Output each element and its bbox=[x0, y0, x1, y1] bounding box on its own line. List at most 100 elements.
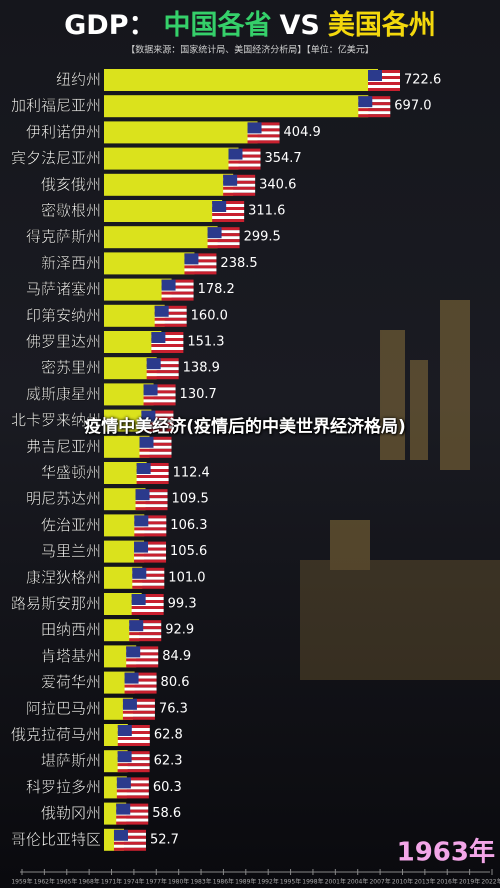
flag-stripe bbox=[154, 320, 187, 324]
flag-stripe bbox=[129, 635, 162, 639]
flag-stripe bbox=[116, 803, 149, 807]
flag-stripe bbox=[116, 815, 149, 819]
flag-icon bbox=[141, 410, 174, 432]
flag-stripe bbox=[117, 725, 150, 728]
flag-stripe bbox=[212, 219, 245, 222]
value-label: 238.5 bbox=[220, 256, 257, 271]
flag-stripe bbox=[154, 311, 187, 315]
flag-stripe bbox=[368, 73, 400, 76]
timeline-label: 1980年 bbox=[168, 878, 189, 886]
flag-stripe bbox=[143, 399, 176, 403]
flag-stripe bbox=[368, 85, 400, 88]
flag-stripe bbox=[223, 189, 256, 193]
flag-stripe bbox=[136, 466, 169, 469]
flag-stripe bbox=[113, 844, 146, 848]
category-label: 马萨诸塞州 bbox=[26, 280, 101, 298]
flag-stripe bbox=[126, 646, 159, 650]
flag-stripe bbox=[117, 754, 150, 758]
flag-stripe bbox=[223, 192, 256, 196]
category-label: 新泽西州 bbox=[41, 254, 101, 272]
timeline-label: 1965年 bbox=[56, 878, 77, 886]
flag-stripe bbox=[135, 489, 168, 493]
flag-stripe bbox=[207, 245, 240, 249]
flag-icon bbox=[122, 698, 155, 720]
flag-stripe bbox=[129, 629, 162, 633]
flag-stripe bbox=[134, 544, 167, 548]
flag-stripe bbox=[131, 594, 164, 597]
bar bbox=[104, 462, 147, 484]
flag-stripe bbox=[228, 163, 261, 167]
timeline-label: 2010年 bbox=[392, 878, 413, 886]
bar bbox=[104, 95, 369, 118]
flag-stripe bbox=[116, 795, 149, 799]
flag-stripe bbox=[184, 268, 217, 272]
flag-canton bbox=[143, 384, 158, 396]
flag-stripe bbox=[154, 305, 187, 309]
flag-stripe bbox=[141, 419, 174, 423]
flag-stripe bbox=[184, 265, 217, 269]
flag-canton bbox=[132, 567, 147, 579]
flag-icon bbox=[154, 305, 187, 327]
value-label: 354.7 bbox=[264, 151, 301, 166]
timeline-label: 2001年 bbox=[325, 878, 346, 886]
flag-canton bbox=[212, 201, 227, 212]
flag-stripe bbox=[131, 597, 164, 600]
flag-icon bbox=[113, 829, 146, 851]
flag-stripe bbox=[146, 361, 179, 365]
flag-stripe bbox=[117, 757, 150, 761]
flag-stripe bbox=[113, 829, 146, 833]
flag-stripe bbox=[113, 835, 146, 839]
flag-stripe bbox=[126, 649, 159, 653]
value-label: 105.6 bbox=[170, 544, 207, 559]
flag-icon bbox=[131, 594, 164, 615]
timeline-label: 1992年 bbox=[258, 878, 279, 886]
flag-stripe bbox=[154, 314, 187, 318]
flag-icon bbox=[223, 174, 256, 196]
flag-stripe bbox=[161, 282, 194, 286]
flag-stripe bbox=[117, 769, 150, 773]
flag-stripe bbox=[151, 347, 184, 350]
category-label: 堪萨斯州 bbox=[41, 752, 101, 770]
flag-stripe bbox=[143, 387, 176, 391]
bar bbox=[104, 488, 146, 511]
flag-stripe bbox=[122, 710, 155, 714]
timeline-label: 2016年 bbox=[437, 878, 458, 886]
value-label: 92.9 bbox=[165, 623, 194, 638]
value-label: 130.7 bbox=[180, 387, 217, 402]
flag-icon bbox=[135, 489, 168, 511]
flag-stripe bbox=[212, 204, 245, 207]
flag-stripe bbox=[154, 308, 187, 312]
flag-stripe bbox=[131, 612, 164, 615]
flag-canton bbox=[131, 594, 146, 605]
flag-stripe bbox=[117, 751, 150, 755]
flag-stripe bbox=[368, 70, 400, 73]
flag-stripe bbox=[132, 570, 165, 574]
flag-stripe bbox=[358, 105, 391, 109]
chart-title: GDP： 中国各省 VS 美国各州 bbox=[64, 9, 436, 41]
flag-canton bbox=[116, 777, 131, 789]
flag-canton bbox=[124, 672, 139, 684]
flag-stripe bbox=[223, 180, 256, 184]
flag-stripe bbox=[136, 478, 169, 481]
flag-canton bbox=[117, 751, 132, 763]
value-label: 76.3 bbox=[159, 701, 188, 716]
flag-stripe bbox=[368, 76, 400, 79]
category-label: 田纳西州 bbox=[41, 621, 101, 639]
category-label: 康涅狄格州 bbox=[26, 568, 101, 586]
flag-stripe bbox=[135, 504, 168, 508]
flag-stripe bbox=[117, 740, 150, 743]
flag-canton bbox=[223, 174, 238, 186]
flag-stripe bbox=[207, 230, 240, 234]
flag-stripe bbox=[139, 436, 172, 440]
flag-stripe bbox=[134, 559, 167, 563]
flag-stripe bbox=[143, 393, 176, 397]
flag-stripe bbox=[132, 567, 165, 571]
flag-stripe bbox=[117, 760, 150, 764]
flag-stripe bbox=[134, 547, 167, 551]
flag-stripe bbox=[136, 463, 169, 466]
category-label: 北卡罗来纳州 bbox=[11, 411, 101, 429]
value-label: 60.3 bbox=[153, 780, 182, 795]
title-part: 美国各州 bbox=[328, 9, 436, 41]
flag-stripe bbox=[151, 344, 184, 347]
flag-stripe bbox=[212, 216, 245, 219]
